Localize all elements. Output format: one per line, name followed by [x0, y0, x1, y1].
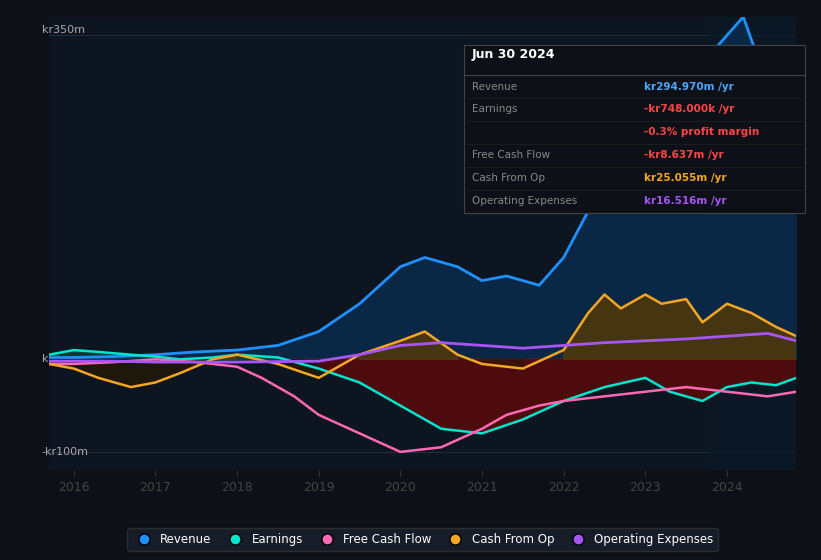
Text: Revenue: Revenue: [472, 82, 517, 91]
Text: -kr748.000k /yr: -kr748.000k /yr: [644, 105, 735, 114]
Text: kr350m: kr350m: [42, 25, 85, 35]
Bar: [707, 17, 796, 470]
Text: kr0: kr0: [42, 354, 60, 365]
Text: Operating Expenses: Operating Expenses: [472, 197, 577, 206]
Legend: Revenue, Earnings, Free Cash Flow, Cash From Op, Operating Expenses: Revenue, Earnings, Free Cash Flow, Cash …: [127, 528, 718, 550]
Text: Cash From Op: Cash From Op: [472, 174, 545, 183]
Text: Earnings: Earnings: [472, 105, 517, 114]
Text: -kr100m: -kr100m: [42, 447, 89, 457]
Text: kr25.055m /yr: kr25.055m /yr: [644, 174, 727, 183]
Text: Jun 30 2024: Jun 30 2024: [472, 48, 556, 60]
Text: -0.3% profit margin: -0.3% profit margin: [644, 128, 759, 137]
Text: kr16.516m /yr: kr16.516m /yr: [644, 197, 727, 206]
Text: -kr8.637m /yr: -kr8.637m /yr: [644, 151, 724, 160]
Text: Free Cash Flow: Free Cash Flow: [472, 151, 550, 160]
Text: kr294.970m /yr: kr294.970m /yr: [644, 82, 734, 91]
